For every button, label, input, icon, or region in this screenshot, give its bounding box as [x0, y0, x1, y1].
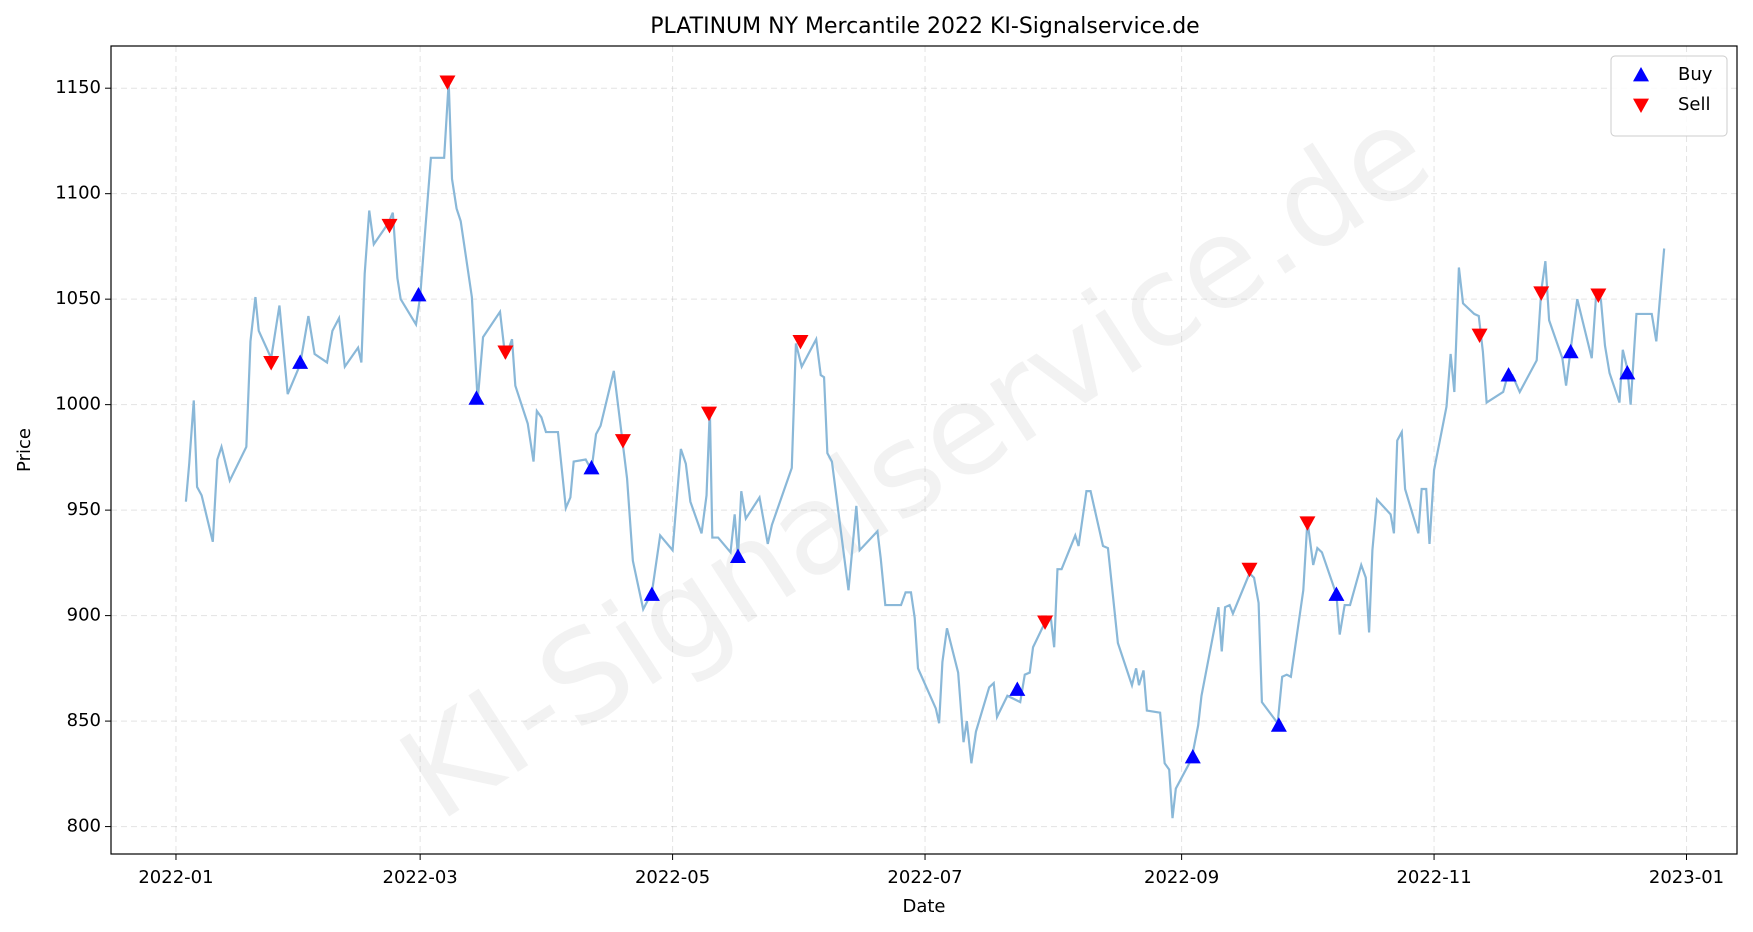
signal-marker — [614, 434, 631, 449]
signal-marker — [1009, 681, 1026, 696]
plot-frame — [110, 45, 1738, 855]
signal-marker — [1590, 288, 1607, 303]
legend-label: Sell — [1678, 94, 1711, 115]
signal-marker — [583, 459, 600, 475]
signal-marker — [729, 548, 746, 563]
price-line — [184, 81, 1666, 819]
y-tick-label: 800 — [67, 816, 101, 837]
signal-marker — [1270, 717, 1287, 732]
signal-marker — [1184, 748, 1201, 764]
signal-marker — [497, 345, 514, 360]
x-axis-label: Date — [902, 896, 945, 917]
y-tick-label: 950 — [67, 499, 101, 520]
signal-marker — [410, 286, 427, 302]
signal-marker — [701, 406, 718, 422]
signal-marker — [1241, 562, 1258, 578]
signal-marker — [468, 390, 485, 405]
legend: Buy Sell — [1610, 55, 1728, 137]
legend-marker — [1633, 67, 1649, 82]
y-tick-label: 1100 — [55, 183, 101, 204]
x-tick-label: 2022-01 — [138, 867, 213, 888]
signal-marker — [643, 586, 660, 601]
signal-marker — [439, 75, 456, 90]
signal-marker — [292, 354, 309, 369]
signal-marker — [381, 218, 398, 234]
y-tick-label: 850 — [67, 710, 101, 731]
x-tick-label: 2023-01 — [1649, 867, 1724, 888]
signal-marker — [1037, 615, 1054, 630]
x-tick-label: 2022-03 — [383, 867, 458, 888]
legend-marker — [1633, 98, 1649, 113]
x-tick-label: 2022-09 — [1144, 867, 1219, 888]
signal-marker — [263, 356, 280, 371]
x-tick-label: 2022-05 — [635, 867, 710, 888]
signal-marker — [1328, 586, 1345, 601]
signal-marker — [1619, 364, 1636, 380]
signal-marker — [1471, 328, 1488, 344]
y-tick-label: 1000 — [55, 394, 101, 415]
signal-marker — [1533, 286, 1550, 301]
signal-marker — [1562, 343, 1579, 359]
signal-marker — [1299, 516, 1316, 531]
signal-marker — [792, 334, 809, 350]
y-tick-label: 1050 — [55, 288, 101, 309]
y-tick-label: 1150 — [55, 77, 101, 98]
x-tick-label: 2022-11 — [1396, 867, 1471, 888]
y-axis-label: Price — [14, 428, 35, 472]
legend-label: Buy — [1678, 64, 1713, 85]
x-tick-label: 2022-07 — [887, 867, 962, 888]
y-tick-label: 900 — [67, 605, 101, 626]
chart-title: PLATINUM NY Mercantile 2022 KI-Signalser… — [650, 14, 1199, 39]
signal-marker — [1500, 367, 1517, 382]
